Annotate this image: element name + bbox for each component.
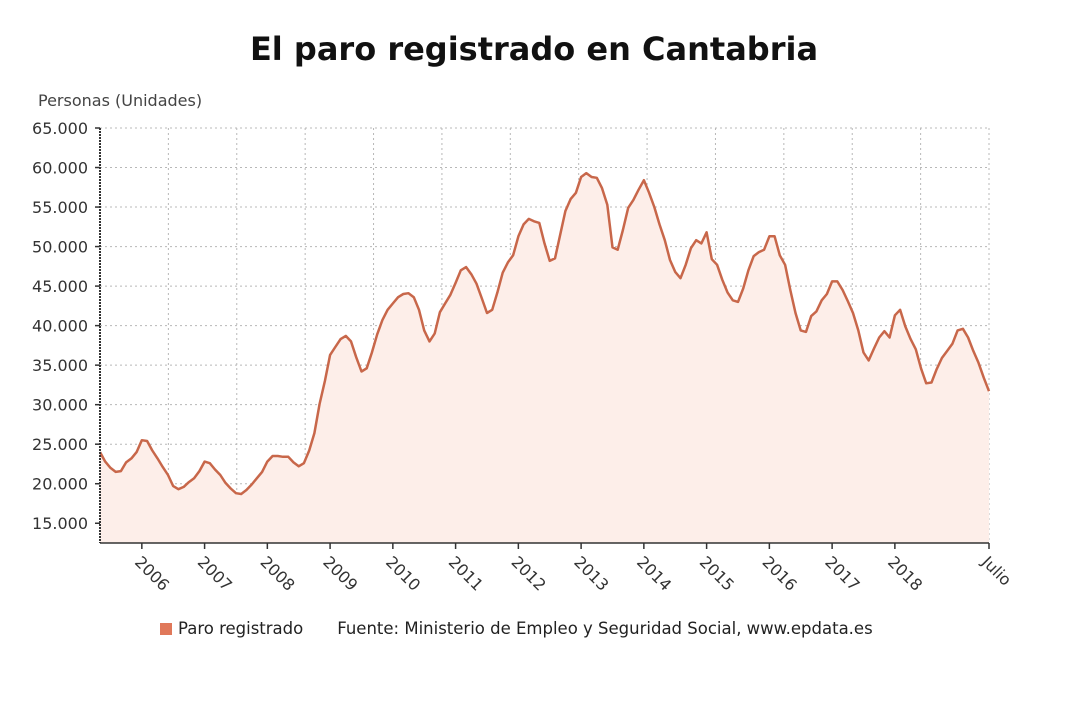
x-tick-label: 2011 bbox=[445, 552, 487, 594]
x-tick-labels: 2006 2007 2008 2009 2010 2011 2012 2013 2014 2015… bbox=[131, 552, 1015, 595]
x-tick-label: 2016 bbox=[759, 552, 801, 594]
x-tick-label: 2008 bbox=[257, 552, 299, 594]
y-tick-label: 65.000 bbox=[32, 119, 88, 138]
y-tick-label: 35.000 bbox=[32, 356, 88, 375]
y-tick-labels: 15.000 20.000 25.000 30.000 35.000 40.000 45.0… bbox=[32, 119, 88, 533]
y-tick-label: 15.000 bbox=[32, 514, 88, 533]
x-tick-label: Julio bbox=[977, 552, 1015, 590]
y-tick-label: 60.000 bbox=[32, 159, 88, 178]
x-tick-label: 2007 bbox=[194, 552, 236, 594]
x-tick-label: 2012 bbox=[508, 552, 550, 594]
x-tick-label: 2013 bbox=[570, 552, 612, 594]
legend: Paro registrado Fuente: Ministerio de Em… bbox=[160, 619, 873, 638]
chart-title: El paro registrado en Cantabria bbox=[249, 30, 819, 68]
y-tick-label: 45.000 bbox=[32, 277, 88, 296]
y-tick-label: 55.000 bbox=[32, 198, 88, 217]
x-tick-label: 2010 bbox=[382, 552, 424, 594]
legend-swatch bbox=[160, 622, 172, 635]
y-tick-label: 40.000 bbox=[32, 317, 88, 336]
series-line-paro-registrado bbox=[98, 171, 991, 496]
y-tick-label: 50.000 bbox=[32, 238, 88, 257]
y-axis-label: Personas (Unidades) bbox=[38, 91, 203, 110]
y-tick-label: 30.000 bbox=[32, 396, 88, 415]
source-note: Fuente: Ministerio de Empleo y Seguridad… bbox=[337, 619, 873, 638]
legend-label: Paro registrado bbox=[178, 619, 304, 638]
x-tick-label: 2009 bbox=[319, 552, 361, 594]
y-tick-label: 25.000 bbox=[32, 435, 88, 454]
axes bbox=[95, 127, 990, 549]
x-tick-label: 2017 bbox=[821, 552, 863, 594]
x-tick-label: 2014 bbox=[633, 552, 675, 594]
x-tick-label: 2018 bbox=[884, 552, 926, 594]
series-area-fill bbox=[100, 173, 989, 543]
x-tick-label: 2006 bbox=[131, 552, 173, 594]
y-tick-label: 20.000 bbox=[32, 475, 88, 494]
x-tick-label: 2015 bbox=[696, 552, 738, 594]
